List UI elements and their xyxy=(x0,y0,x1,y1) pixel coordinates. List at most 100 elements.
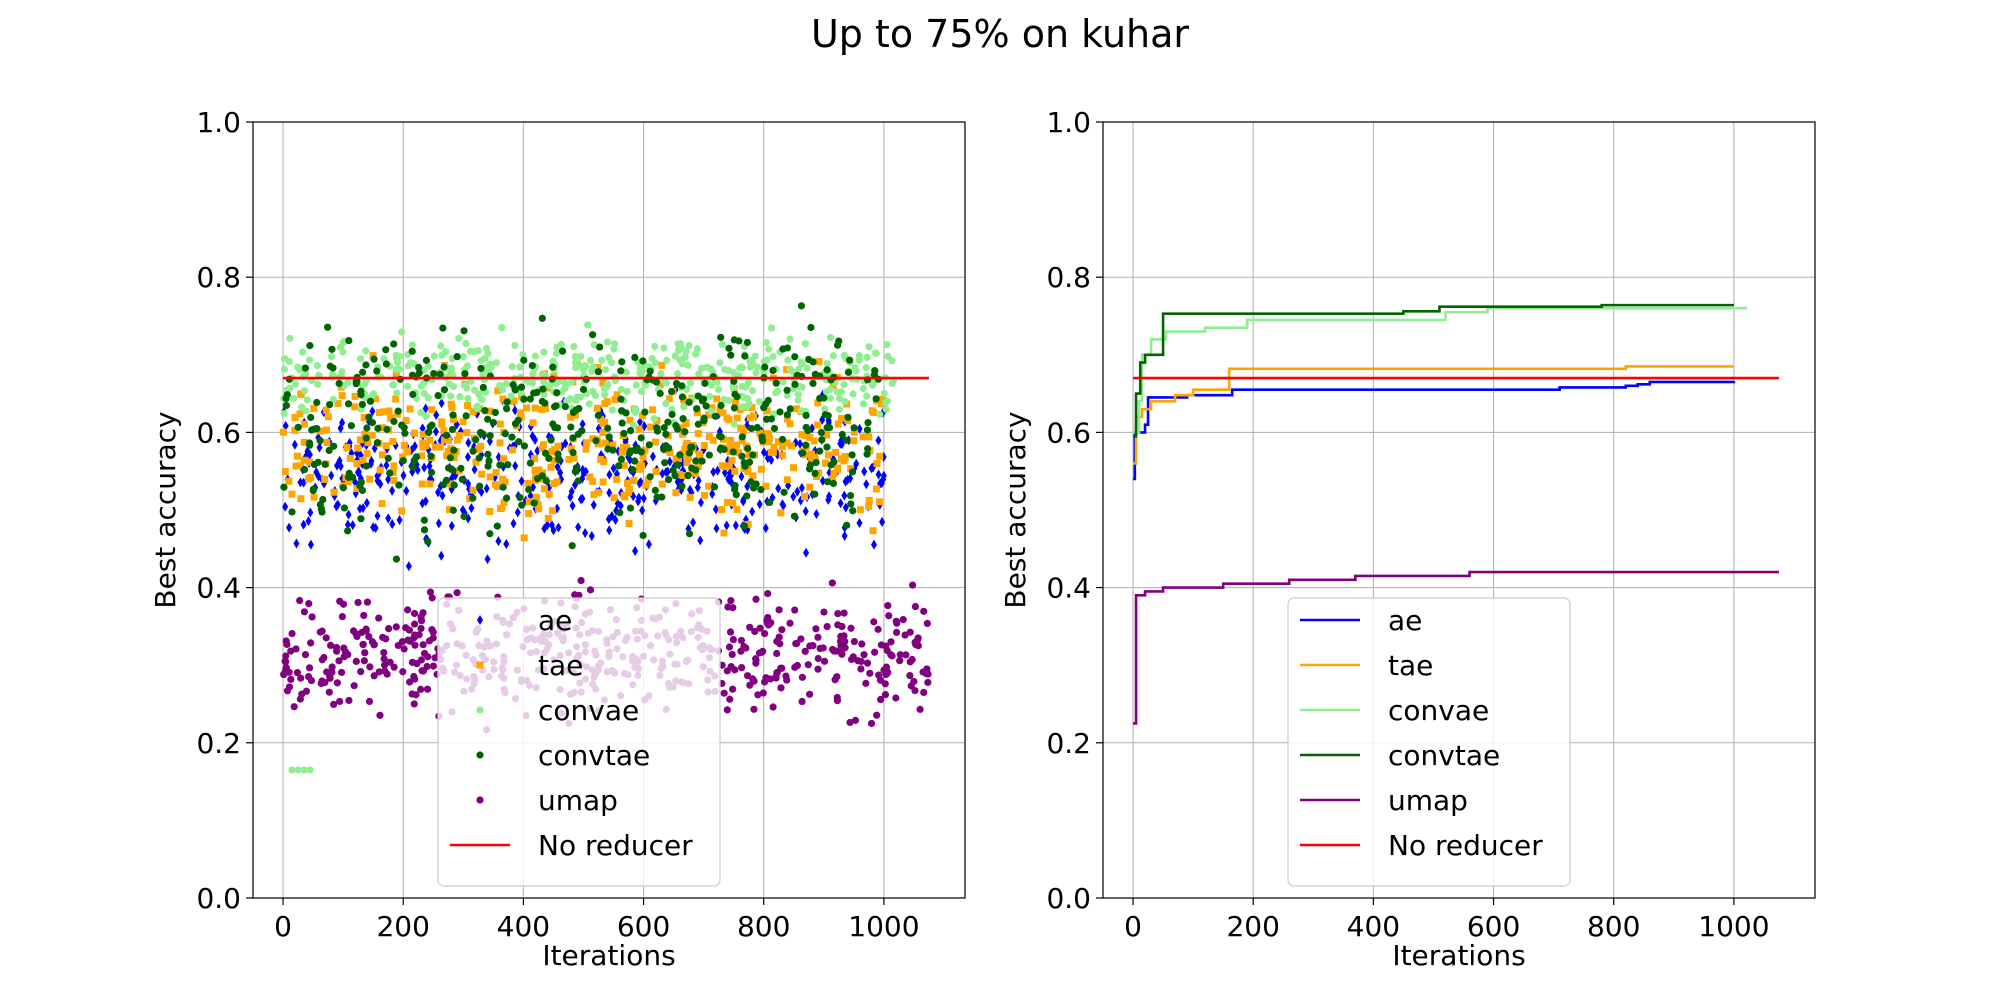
data-point xyxy=(404,362,412,370)
legend-label: tae xyxy=(1388,649,1433,682)
data-point xyxy=(725,462,733,470)
data-point xyxy=(837,498,844,509)
data-point xyxy=(515,438,523,446)
data-point xyxy=(862,363,870,372)
data-point xyxy=(499,483,507,491)
data-point xyxy=(850,424,858,432)
data-point xyxy=(546,381,554,389)
data-point xyxy=(911,686,919,695)
data-point xyxy=(384,454,392,462)
data-point xyxy=(399,456,407,465)
data-point xyxy=(291,380,300,388)
legend-swatch xyxy=(476,796,484,804)
data-point xyxy=(697,497,704,508)
data-point xyxy=(762,482,770,490)
data-point xyxy=(507,392,515,400)
data-point xyxy=(371,395,379,403)
data-point xyxy=(356,436,364,444)
data-point xyxy=(300,438,308,446)
data-point xyxy=(888,357,896,365)
x-tick-label: 800 xyxy=(1587,910,1640,943)
data-point xyxy=(547,463,555,471)
data-point xyxy=(300,456,308,464)
data-point xyxy=(287,675,295,684)
data-point xyxy=(823,478,832,486)
data-point xyxy=(814,421,822,429)
data-point xyxy=(362,462,371,470)
data-point xyxy=(660,424,668,432)
data-point xyxy=(830,458,838,466)
data-point xyxy=(847,624,855,632)
data-point xyxy=(594,368,603,376)
data-point xyxy=(351,403,359,411)
data-point xyxy=(811,469,819,478)
data-point xyxy=(840,380,848,389)
data-point xyxy=(327,352,336,361)
data-point xyxy=(567,413,575,421)
data-point xyxy=(604,424,612,432)
data-point xyxy=(422,496,429,507)
data-point xyxy=(608,359,616,367)
data-point xyxy=(838,414,846,422)
data-point xyxy=(665,395,673,403)
data-point xyxy=(620,461,628,469)
data-point xyxy=(887,638,895,646)
data-point xyxy=(737,647,745,655)
data-point xyxy=(370,522,377,533)
data-point xyxy=(448,403,456,411)
data-point xyxy=(608,406,616,414)
data-point xyxy=(438,418,446,426)
data-point xyxy=(790,491,797,502)
data-point xyxy=(385,513,392,524)
data-point xyxy=(617,455,626,463)
data-point xyxy=(450,481,458,489)
data-point xyxy=(863,659,872,667)
data-point xyxy=(360,611,368,620)
data-point xyxy=(664,475,673,484)
data-point xyxy=(323,426,331,434)
data-point xyxy=(731,467,739,475)
data-point xyxy=(902,651,910,659)
data-point xyxy=(772,389,780,397)
data-point xyxy=(832,448,840,456)
data-point xyxy=(645,539,652,550)
data-point xyxy=(531,404,539,412)
data-point xyxy=(553,389,561,397)
data-point xyxy=(375,614,383,622)
data-point xyxy=(288,766,296,774)
data-point xyxy=(484,415,492,423)
data-point xyxy=(681,446,689,454)
data-point xyxy=(422,403,429,414)
data-point xyxy=(639,505,646,516)
data-point xyxy=(321,475,329,483)
data-point xyxy=(541,404,549,412)
data-point xyxy=(484,554,491,565)
data-point xyxy=(329,395,337,404)
data-point xyxy=(729,604,737,612)
data-point xyxy=(823,622,831,631)
x-tick-label: 800 xyxy=(737,910,790,943)
data-point xyxy=(303,396,311,404)
data-point xyxy=(345,696,353,705)
data-point xyxy=(390,663,398,671)
data-point xyxy=(449,415,457,423)
data-point xyxy=(669,466,677,474)
data-point xyxy=(599,478,607,486)
data-point xyxy=(879,395,887,403)
data-point xyxy=(726,628,735,636)
data-point xyxy=(530,499,538,507)
data-point xyxy=(344,400,353,408)
data-point xyxy=(836,395,844,403)
data-point xyxy=(668,410,676,419)
data-point xyxy=(386,658,394,666)
data-point xyxy=(883,340,891,349)
data-point xyxy=(526,395,534,403)
data-point xyxy=(283,391,291,399)
legend-swatch xyxy=(476,706,484,714)
data-point xyxy=(743,403,751,411)
data-point xyxy=(482,344,491,352)
data-point xyxy=(319,495,327,504)
data-point xyxy=(812,458,820,467)
data-point xyxy=(459,418,467,426)
y-tick-label: 1.0 xyxy=(196,106,241,139)
